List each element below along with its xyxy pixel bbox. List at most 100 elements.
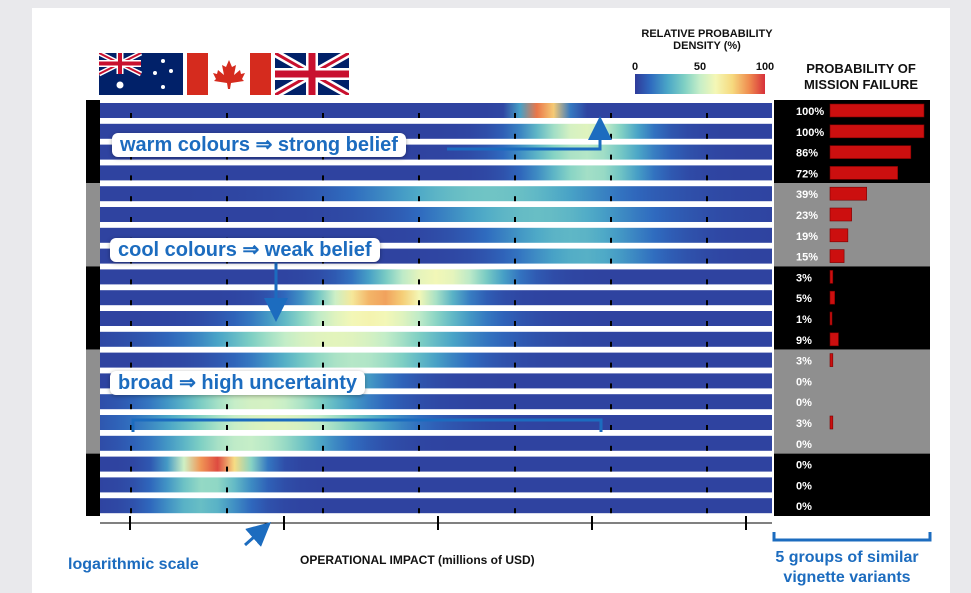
row-tick (610, 279, 612, 285)
row-tick (322, 445, 324, 451)
row-tick (610, 217, 612, 222)
callout-broad: broad ⇒ high uncertainty (110, 371, 365, 395)
failure-bar (829, 124, 925, 139)
density-row (100, 165, 772, 181)
row-tick (514, 237, 516, 243)
row-tick (418, 404, 420, 410)
row-tick (418, 258, 420, 264)
row-tick (514, 279, 516, 285)
row-tick (514, 217, 516, 222)
failure-label: 39% (796, 189, 818, 201)
row-tick (610, 321, 612, 326)
row-tick (418, 217, 420, 222)
row-tick (226, 362, 228, 368)
row-tick (418, 237, 420, 243)
row-tick (514, 175, 516, 181)
row-tick (130, 445, 132, 451)
row-tick (322, 300, 324, 306)
colorbar-tick-100: 100 (755, 61, 775, 73)
row-tick (226, 321, 228, 326)
failure-header-line1: PROBABILITY OF (806, 61, 916, 76)
row-tick (706, 217, 708, 222)
row-tick (706, 279, 708, 285)
failure-label: 5% (796, 293, 812, 305)
canada-flag (187, 53, 271, 95)
row-tick (130, 487, 132, 493)
row-tick (706, 175, 708, 181)
row-tick (706, 300, 708, 306)
row-tick (130, 466, 132, 472)
row-tick (610, 300, 612, 306)
x-axis-label: OPERATIONAL IMPACT (millions of USD) (300, 553, 535, 567)
row-tick (226, 466, 228, 472)
failure-bar (829, 186, 867, 201)
row-tick (226, 425, 228, 430)
row-tick (514, 383, 516, 389)
colorbar-gradient (635, 74, 765, 94)
row-tick (322, 404, 324, 410)
failure-label: 0% (796, 397, 812, 409)
row-tick (130, 113, 132, 118)
row-tick (130, 425, 132, 430)
row-tick (514, 154, 516, 160)
row-tick (706, 404, 708, 410)
row-tick (130, 279, 132, 285)
row-tick (130, 217, 132, 222)
row-tick (130, 175, 132, 181)
row-tick (610, 258, 612, 264)
row-tick (610, 113, 612, 118)
row-tick (706, 508, 708, 514)
failure-bar (829, 103, 925, 118)
row-tick (226, 445, 228, 451)
failure-bar (829, 332, 839, 347)
row-tick (610, 341, 612, 347)
failure-label: 1% (796, 314, 812, 326)
density-row (100, 435, 772, 451)
row-tick (514, 445, 516, 451)
row-tick (418, 508, 420, 514)
failure-label: 0% (796, 501, 812, 513)
callout-warm: warm colours ⇒ strong belief (112, 133, 406, 157)
colorbar-tick-0: 0 (631, 61, 639, 73)
row-tick (418, 300, 420, 306)
group-strip-right (774, 349, 930, 454)
failure-label: 100% (796, 106, 824, 118)
row-tick (322, 154, 324, 160)
row-tick (514, 196, 516, 202)
group-strip-right (774, 266, 930, 350)
groups-bracket (772, 532, 932, 542)
row-tick (418, 425, 420, 430)
row-tick (706, 113, 708, 118)
density-row (100, 103, 772, 118)
row-tick (610, 196, 612, 202)
row-tick (418, 341, 420, 347)
row-tick (130, 404, 132, 410)
callout-cool: cool colours ⇒ weak belief (110, 238, 380, 262)
group-strip-left (86, 266, 100, 350)
failure-label: 100% (796, 127, 824, 139)
failure-bar (829, 415, 834, 430)
failure-label: 3% (796, 418, 812, 430)
row-tick (706, 487, 708, 493)
group-strip-left (86, 349, 100, 454)
failure-label: 0% (796, 480, 812, 492)
uncertainty-bracket (131, 418, 603, 432)
row-tick (418, 321, 420, 326)
group-strip-left (86, 453, 100, 516)
row-tick (418, 466, 420, 472)
row-tick (514, 487, 516, 493)
row-tick (322, 362, 324, 368)
row-tick (322, 279, 324, 285)
row-tick (418, 487, 420, 493)
groups-label-line1: 5 groups of similar (775, 549, 919, 566)
density-row (100, 352, 772, 368)
failure-label: 0% (796, 376, 812, 388)
row-tick (610, 425, 612, 430)
warm-arrow (447, 116, 612, 151)
failure-label: 86% (796, 148, 818, 160)
row-tick (610, 466, 612, 472)
failure-label: 23% (796, 210, 818, 222)
row-tick (130, 196, 132, 202)
row-tick (130, 362, 132, 368)
